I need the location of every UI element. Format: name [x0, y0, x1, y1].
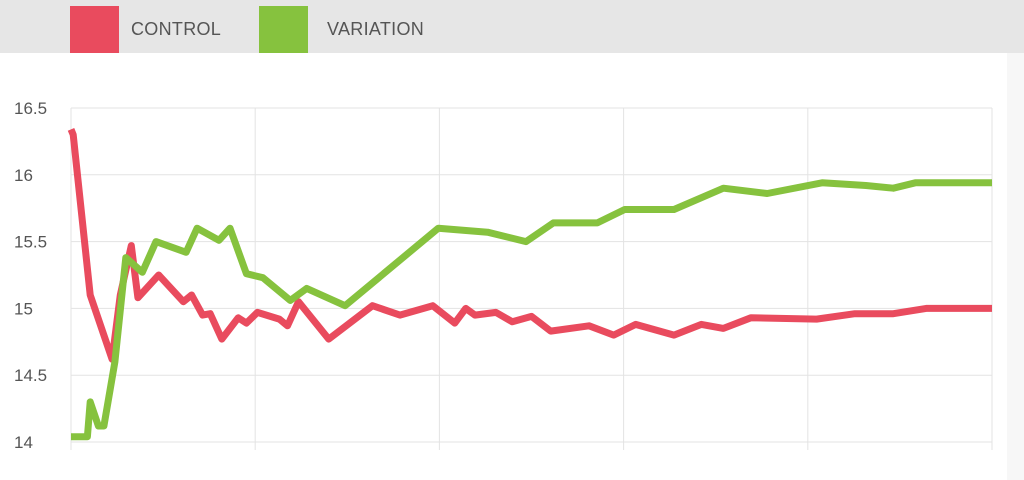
y-tick-label: 14: [14, 433, 33, 452]
series-line-variation[interactable]: [71, 179, 992, 441]
y-tick-label: 16.5: [14, 99, 47, 118]
series-layer: [67, 128, 992, 441]
legend-label-control: CONTROL: [131, 19, 222, 39]
y-tick-label: 16: [14, 166, 33, 185]
axis-layer: 16.5 16 15.5 15 14.5 14: [14, 99, 47, 452]
legend-swatch-variation: [259, 6, 308, 53]
legend-bar: CONTROL VARIATION: [0, 0, 1024, 53]
legend-swatch-control: [70, 6, 119, 53]
grid-layer: [70, 107, 993, 450]
legend-label-variation: VARIATION: [327, 19, 425, 39]
y-tick-label: 14.5: [14, 366, 47, 385]
y-tick-label: 15.5: [14, 233, 47, 252]
y-tick-label: 15: [14, 299, 33, 318]
series-line-control[interactable]: [67, 128, 992, 363]
plot-panel: [0, 53, 1007, 480]
